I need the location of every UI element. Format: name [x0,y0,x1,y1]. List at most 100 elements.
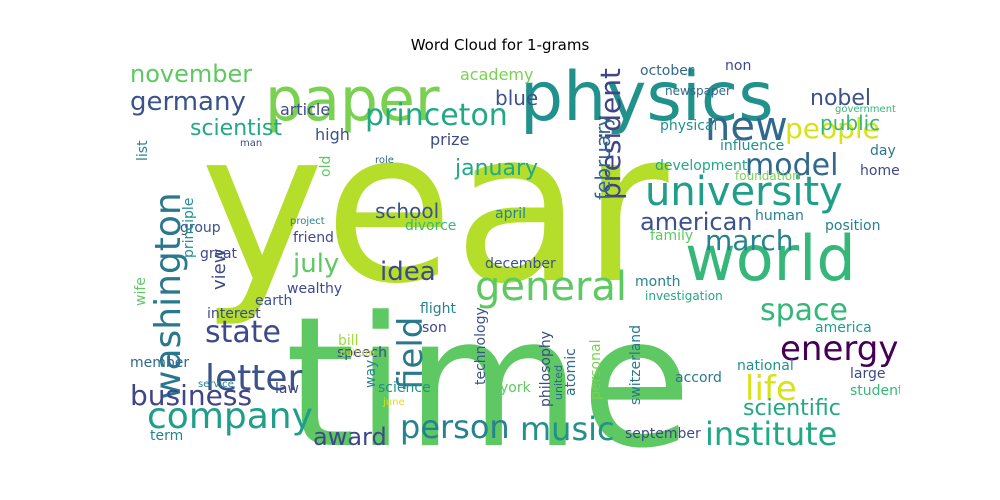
word-speech: speech [337,345,387,361]
word-physical: physical [660,118,717,134]
word-letter: letter [205,358,303,399]
word-space: space [760,293,848,328]
word-field: field [391,317,431,390]
word-newspaper: newspaper [665,84,731,98]
word-wife: wife [133,277,149,306]
word-june: june [382,397,405,408]
word-general: general [475,264,627,310]
word-business: business [130,379,252,412]
word-united: united [552,365,565,400]
chart-title: Word Cloud for 1-grams [410,36,590,54]
word-personal: personal [588,340,604,400]
word-american: american [640,208,753,236]
word-march: march [705,224,793,257]
word-person: person [400,408,510,446]
word-december: december [485,256,556,272]
word-large: large [850,366,885,382]
word-york: york [500,380,532,396]
word-university: university [645,169,843,215]
word-physics: physics [520,60,774,137]
word-blue: blue [495,86,538,110]
word-project: project [290,216,325,227]
word-son: son [422,320,447,336]
word-role: role [375,155,394,166]
word-month: month [635,274,680,290]
word-scientific: scientific [743,396,841,421]
word-life: life [745,369,797,409]
word-great: great [200,246,238,262]
word-foundation: foundation [735,169,800,183]
word-man: man [240,138,262,149]
word-president: president [594,68,627,200]
word-family: family [650,228,693,244]
word-washington: washington [148,192,189,400]
word-january: january [454,156,538,181]
word-february: february [591,115,615,200]
word-non: non [725,60,751,74]
word-germany: germany [130,87,246,117]
word-technology: technology [473,307,489,385]
word-america: america [815,320,872,336]
word-development: development [655,158,748,174]
word-idea: idea [380,257,436,287]
word-science: science [378,380,431,396]
word-article: article [280,100,330,119]
word-princeton: princeton [365,98,508,133]
word-bill: bill [338,333,359,349]
word-energy: energy [780,329,898,369]
word-service: service [198,379,234,390]
word-paper: paper [265,65,440,135]
word-home: home [860,163,900,179]
word-year: year [200,85,669,330]
word-human: human [755,208,804,224]
word-principle: principle [181,198,197,258]
word-influence: influence [720,138,784,154]
word-july: july [292,249,339,279]
word-april: april [495,206,526,222]
word-divorce: divorce [405,218,456,234]
word-september: september [625,426,701,442]
word-government: government [835,104,896,115]
word-friend: friend [293,230,334,246]
word-award: award [313,423,387,451]
word-new: new [705,104,788,150]
word-switzerland: switzerland [628,325,644,405]
word-company: company [147,396,313,437]
word-state: state [205,315,281,350]
word-november: november [130,60,252,88]
word-philosophy: philosophy [538,331,554,407]
word-group: group [180,220,221,236]
word-position: position [825,218,880,234]
word-prize: prize [430,130,469,149]
word-old: old [318,156,334,177]
word-national: national [737,358,794,374]
word-world: world [685,222,856,295]
word-earth: earth [255,293,292,309]
word-school: school [375,199,439,223]
word-list: list [135,140,151,161]
word-public: public [820,111,880,135]
word-high: high [315,125,350,144]
word-student: student [850,383,900,399]
word-flight: flight [420,301,456,317]
word-day: day [870,143,896,159]
word-investigation: investigation [645,289,723,303]
word-music: music [520,410,615,448]
word-october: october [640,63,694,79]
word-academy: academy [460,65,533,84]
word-cloud: year time physics paper world university gener… [125,60,900,452]
word-term: term [150,428,183,444]
word-people: people [785,112,880,145]
word-interest: interest [207,306,261,322]
word-culture: culture [340,348,375,359]
word-time: time [285,279,692,452]
word-view: view [209,249,230,290]
word-way: way [363,360,379,388]
word-nobel: nobel [810,86,871,111]
word-atomic: atomic [563,348,579,396]
word-wealthy: wealthy [287,281,342,297]
word-accord: accord [675,370,722,386]
word-member: member [130,355,189,371]
word-institute: institute [705,415,837,452]
